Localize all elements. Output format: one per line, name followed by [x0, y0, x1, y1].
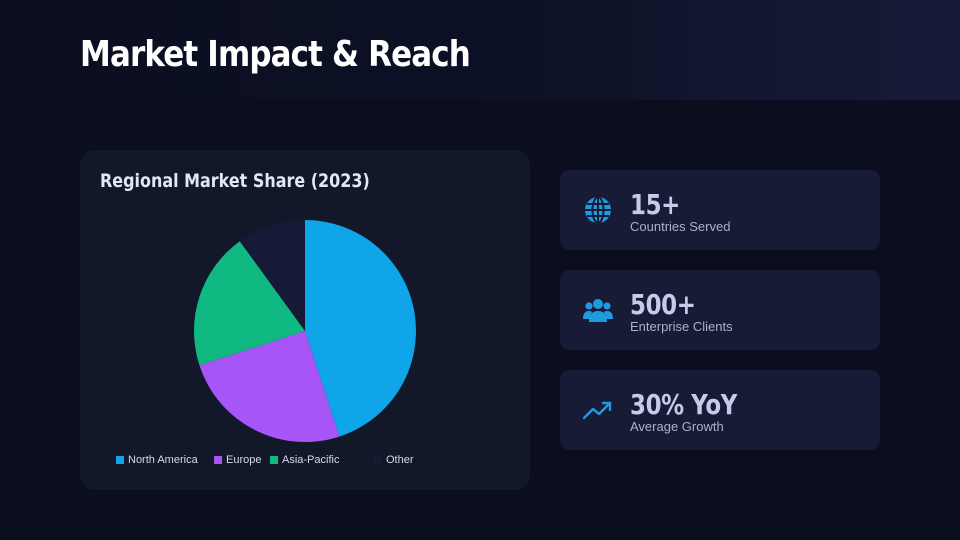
stat-card-countries: 15+ Countries Served: [560, 170, 880, 250]
stat-value: 500+: [630, 288, 696, 321]
stat-label: Average Growth: [630, 419, 724, 434]
pie-chart: [193, 220, 417, 443]
page-title: Market Impact & Reach: [80, 34, 471, 75]
legend-label: Europe: [226, 454, 262, 466]
stat-value: 30% YoY: [630, 388, 737, 421]
users-icon: [583, 299, 613, 322]
legend-label: North America: [128, 454, 198, 466]
stat-label: Enterprise Clients: [630, 319, 733, 334]
stat-label: Countries Served: [630, 219, 731, 234]
pie-slice-north-america: [305, 220, 417, 437]
pie-slice-asia-pacific: [193, 241, 305, 366]
chart-title: Regional Market Share (2023): [100, 170, 370, 192]
stat-card-growth: 30% YoY Average Growth: [560, 370, 880, 450]
header-band: [0, 0, 960, 100]
globe-icon: [585, 196, 611, 224]
legend-swatch: [214, 456, 222, 464]
legend-item: Europe: [214, 454, 261, 466]
legend-swatch: [374, 456, 382, 464]
chart-card: Regional Market Share (2023) North Ameri…: [80, 150, 530, 490]
legend-label: Asia-Pacific: [282, 454, 340, 466]
trending-up-icon: [582, 401, 612, 420]
legend-swatch: [116, 456, 124, 464]
stat-value: 15+: [630, 188, 680, 221]
legend-item: North America: [116, 454, 198, 466]
pie-slice-europe: [199, 331, 340, 443]
pie-slice-other: [239, 220, 305, 331]
legend-swatch: [270, 456, 278, 464]
stat-card-clients: 500+ Enterprise Clients: [560, 270, 880, 350]
legend-item: Asia-Pacific: [270, 454, 339, 466]
legend-label: Other: [386, 454, 414, 466]
legend-item: Other: [374, 454, 414, 466]
